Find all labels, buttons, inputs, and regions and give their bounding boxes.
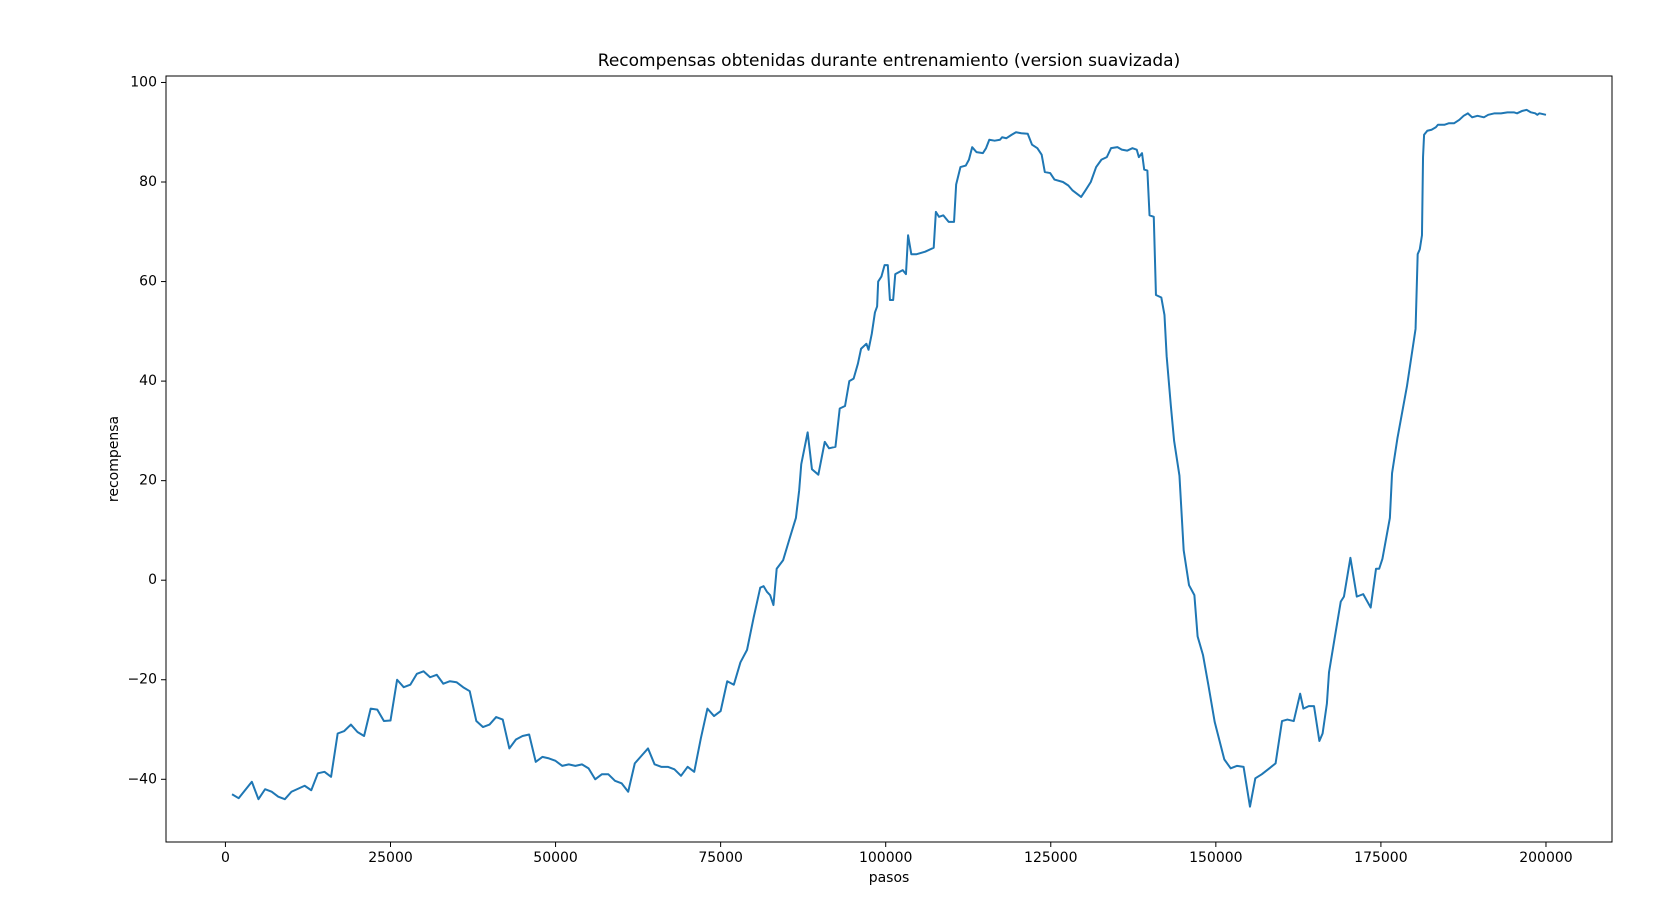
x-tick-label: 100000 — [859, 850, 912, 866]
plot-frame — [165, 75, 1613, 843]
x-tick-label: 175000 — [1354, 850, 1407, 866]
x-tick-label: 75000 — [698, 850, 743, 866]
y-tick-label: −20 — [127, 672, 157, 688]
chart-title: Recompensas obtenidas durante entrenamie… — [598, 51, 1180, 71]
y-tick-label: 0 — [148, 572, 157, 588]
y-tick-label: 40 — [139, 373, 157, 389]
x-tick-label: 150000 — [1189, 850, 1242, 866]
x-tick-label: 25000 — [368, 850, 413, 866]
x-tick-label: 200000 — [1519, 850, 1572, 866]
y-tick-label: 80 — [139, 174, 157, 190]
y-tick-label: 100 — [130, 74, 157, 90]
x-tick-label: 0 — [221, 850, 230, 866]
line — [231, 108, 1547, 808]
x-axis-label: pasos — [869, 870, 910, 886]
y-tick-label: −40 — [127, 771, 157, 787]
x-tick-label: 125000 — [1024, 850, 1077, 866]
y-tick-label: 60 — [139, 274, 157, 290]
x-tick-label: 50000 — [533, 850, 578, 866]
y-tick-label: 20 — [139, 473, 157, 489]
y-axis-label: recompensa — [106, 416, 122, 502]
